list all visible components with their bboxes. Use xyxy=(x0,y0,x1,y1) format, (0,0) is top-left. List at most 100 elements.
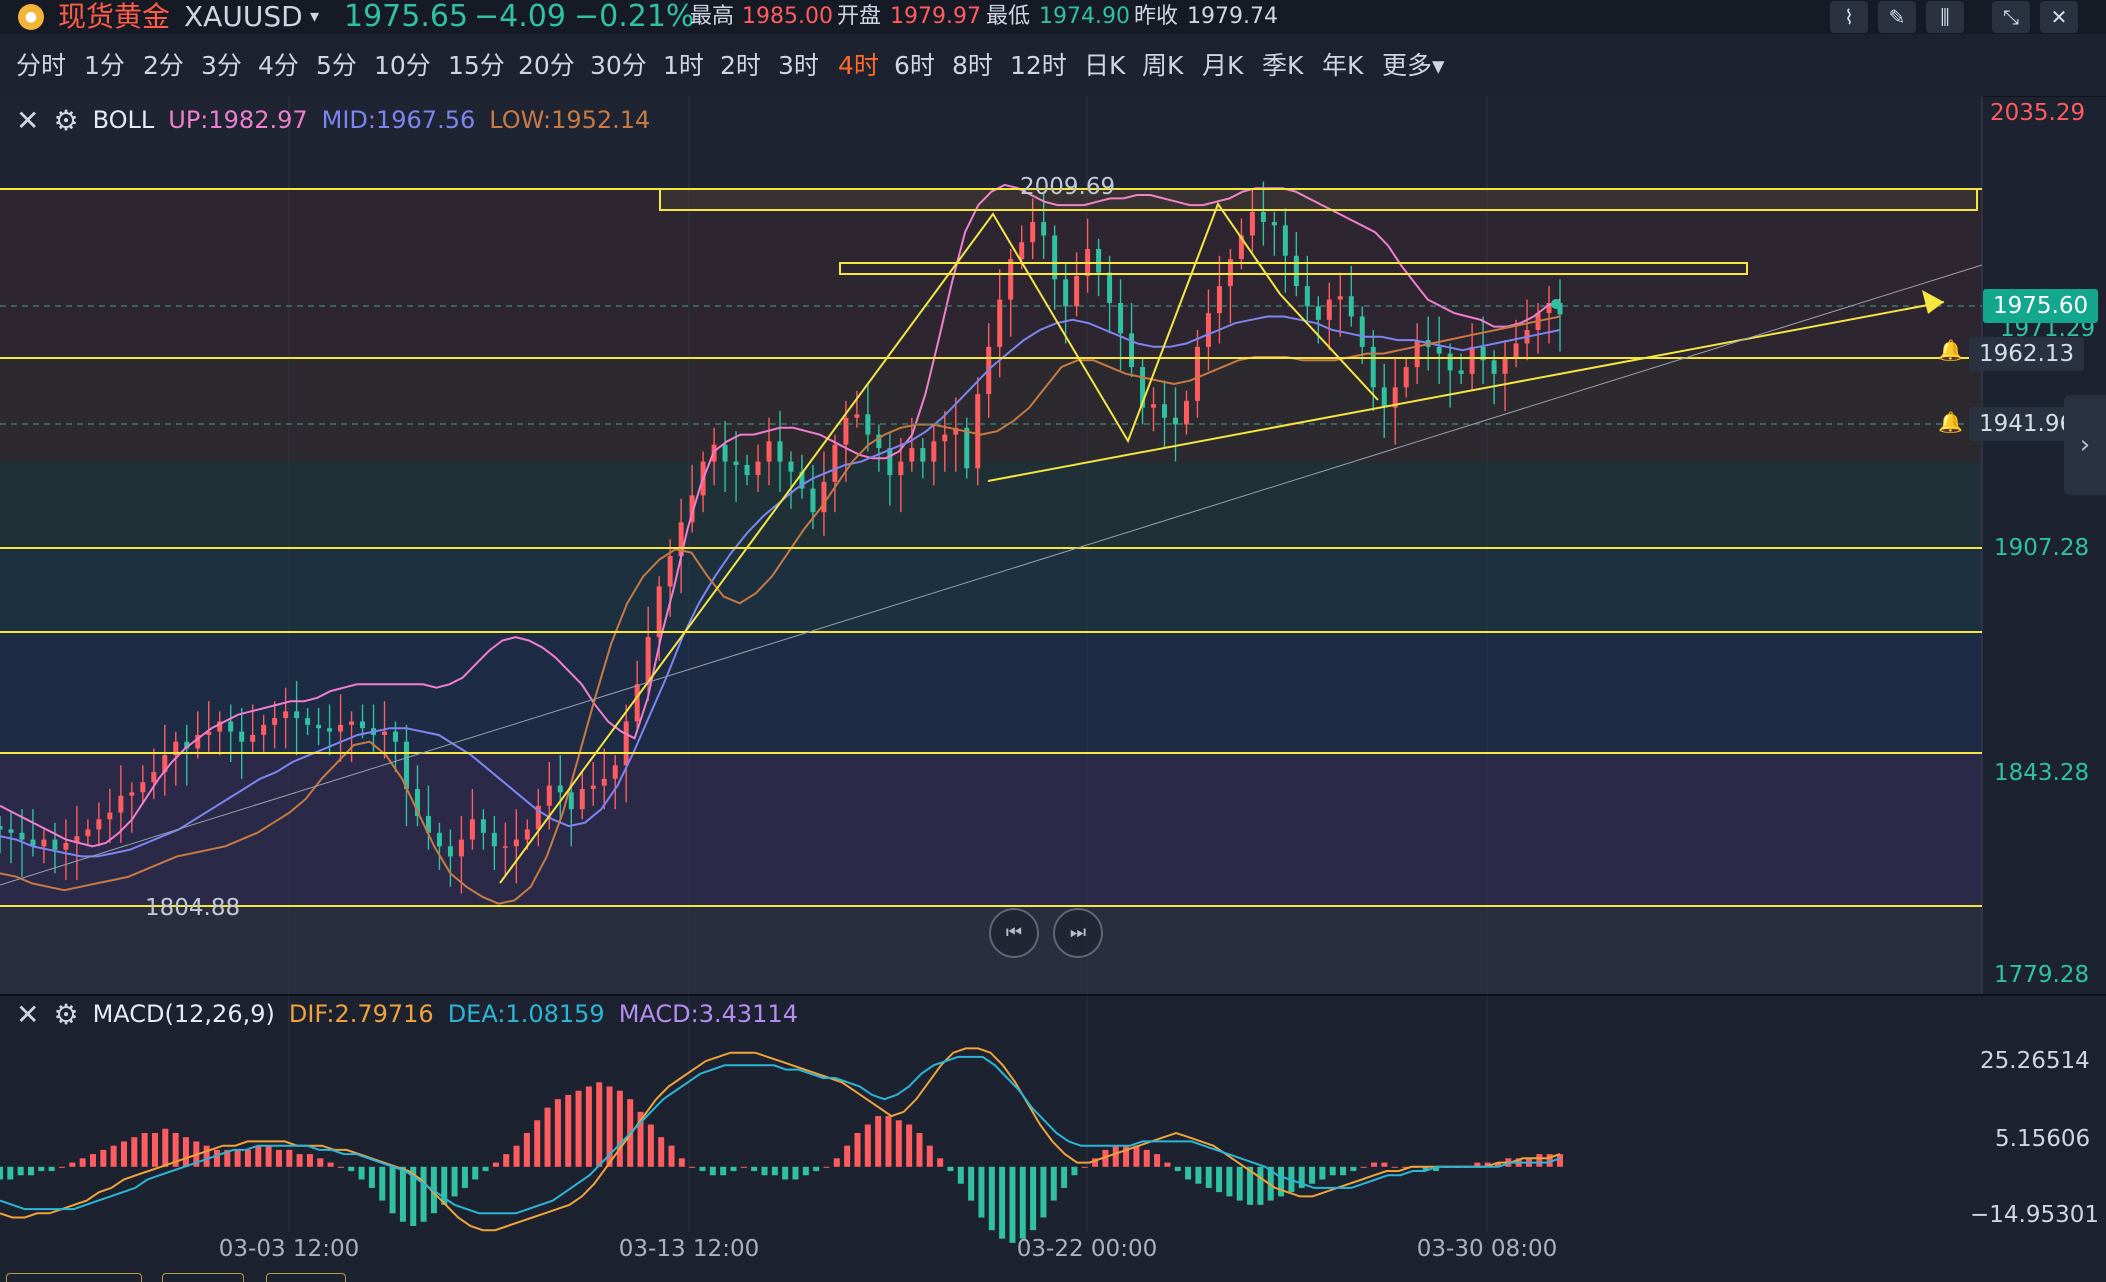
candle-body xyxy=(261,724,267,735)
macd-bar xyxy=(802,1166,809,1176)
period-tab[interactable]: 20分 xyxy=(518,51,575,80)
candle-body xyxy=(788,461,794,472)
candle-body xyxy=(1458,370,1464,374)
close-icon[interactable]: ✕ xyxy=(16,998,40,1031)
price-zone xyxy=(0,547,1982,632)
macd-bar xyxy=(999,1166,1006,1239)
chevron-down-icon[interactable]: ▾ xyxy=(310,6,320,27)
period-tab[interactable]: 2分 xyxy=(143,51,184,80)
period-tab[interactable]: 1时 xyxy=(663,51,704,80)
candle-body xyxy=(8,829,14,833)
candle-body xyxy=(766,441,772,462)
period-tab[interactable]: 日K xyxy=(1084,51,1126,80)
candle-body xyxy=(1513,343,1519,357)
period-tab[interactable]: 10分 xyxy=(374,51,431,80)
macd-bar xyxy=(937,1158,944,1167)
candle-body xyxy=(195,734,201,749)
period-tab[interactable]: 15分 xyxy=(448,51,505,80)
next-icon[interactable]: ⏭ xyxy=(1053,908,1103,958)
instrument-symbol[interactable]: XAUUSD xyxy=(184,0,303,33)
candle-body xyxy=(1041,221,1047,236)
macd-bar xyxy=(306,1154,313,1167)
close-icon[interactable]: ✕ xyxy=(16,104,40,137)
period-tab[interactable]: 月K xyxy=(1202,51,1244,80)
candle-body xyxy=(63,842,69,850)
candlestick-icon[interactable]: ⫼ xyxy=(1926,1,1964,33)
low-value: 1974.90 xyxy=(1039,4,1130,29)
candle-body xyxy=(0,826,3,830)
macd-bar xyxy=(79,1158,86,1167)
period-tab[interactable]: 3时 xyxy=(778,51,819,80)
gear-icon[interactable]: ⚙ xyxy=(53,998,79,1031)
bell-icon[interactable]: 🔔 xyxy=(1938,410,1963,434)
macd-bar xyxy=(1278,1166,1285,1197)
period-tab[interactable]: 1分 xyxy=(84,51,125,80)
period-tab[interactable]: 周K xyxy=(1142,51,1184,80)
period-tab[interactable]: 4分 xyxy=(258,51,299,80)
period-tab[interactable]: 4时 xyxy=(838,51,879,80)
boll-up: UP:1982.97 xyxy=(168,106,308,134)
period-tab[interactable]: 年K xyxy=(1322,51,1364,80)
macd-bar xyxy=(988,1166,995,1231)
gear-icon[interactable]: ⚙ xyxy=(53,104,79,137)
bell-icon[interactable]: 🔔 xyxy=(1938,338,1963,362)
macd-bar xyxy=(1391,1166,1398,1168)
candle-body xyxy=(74,836,80,843)
candle-body xyxy=(865,414,871,435)
candle-body xyxy=(425,815,431,833)
macd-bar xyxy=(368,1166,375,1188)
candle-body xyxy=(469,819,475,840)
period-tab[interactable]: 5分 xyxy=(316,51,357,80)
candle-body xyxy=(173,741,179,756)
period-tab[interactable]: 分时 xyxy=(16,51,67,80)
candle-body xyxy=(667,556,673,587)
macd-bar xyxy=(1422,1166,1429,1172)
candle-body xyxy=(909,448,915,462)
draw-pencil-icon[interactable]: ✎ xyxy=(1878,1,1916,33)
candle-body xyxy=(1480,346,1486,361)
chart-canvas[interactable] xyxy=(0,96,2106,1270)
period-tab[interactable]: 6时 xyxy=(894,51,935,80)
alert-price-tag[interactable]: 1962.13 xyxy=(1969,337,2085,371)
period-tab[interactable]: 8时 xyxy=(952,51,993,80)
period-tab[interactable]: 12时 xyxy=(1010,51,1067,80)
candle-body xyxy=(634,684,640,722)
candle-body xyxy=(645,637,651,685)
macd-bar xyxy=(224,1149,231,1167)
candle-body xyxy=(206,731,212,735)
axis-tick: 1907.28 xyxy=(1994,535,2090,561)
x-tick-label: 03-30 08:00 xyxy=(1416,1236,1558,1262)
previous-icon[interactable]: ⏮ xyxy=(989,908,1039,958)
macd-bar xyxy=(575,1090,582,1167)
period-tab[interactable]: 30分 xyxy=(590,51,647,80)
period-tab[interactable]: 季K xyxy=(1262,51,1304,80)
macd-bar xyxy=(182,1137,189,1167)
line-chart-icon[interactable]: ⌇ xyxy=(1830,1,1868,33)
period-tab[interactable]: 2时 xyxy=(720,51,761,80)
macd-bar xyxy=(244,1149,251,1167)
candle-body xyxy=(1304,286,1310,307)
candle-body xyxy=(854,414,860,418)
candle-body xyxy=(953,427,959,435)
period-tab[interactable]: 3分 xyxy=(201,51,242,80)
candle-body xyxy=(1348,296,1354,317)
open-value: 1979.97 xyxy=(890,4,981,29)
candle-body xyxy=(535,805,541,830)
collapse-icon[interactable]: ⤡ xyxy=(1992,1,2030,33)
macd-bar xyxy=(1092,1158,1099,1167)
candle-body xyxy=(228,721,234,732)
chevron-right-icon[interactable]: › xyxy=(2064,395,2106,495)
macd-bar xyxy=(234,1149,241,1167)
candle-body xyxy=(656,586,662,638)
candle-body xyxy=(1315,306,1321,320)
macd-bar xyxy=(658,1137,665,1167)
macd-bar xyxy=(782,1166,789,1180)
candle-body xyxy=(107,812,113,820)
macd-bar xyxy=(1557,1154,1563,1167)
candle-body xyxy=(546,785,552,806)
macd-bar xyxy=(637,1111,644,1167)
close-icon[interactable]: ✕ xyxy=(2040,1,2078,33)
period-tab[interactable]: 更多▾ xyxy=(1382,51,1445,80)
candle-body xyxy=(920,448,926,462)
macd-bar xyxy=(100,1149,107,1167)
